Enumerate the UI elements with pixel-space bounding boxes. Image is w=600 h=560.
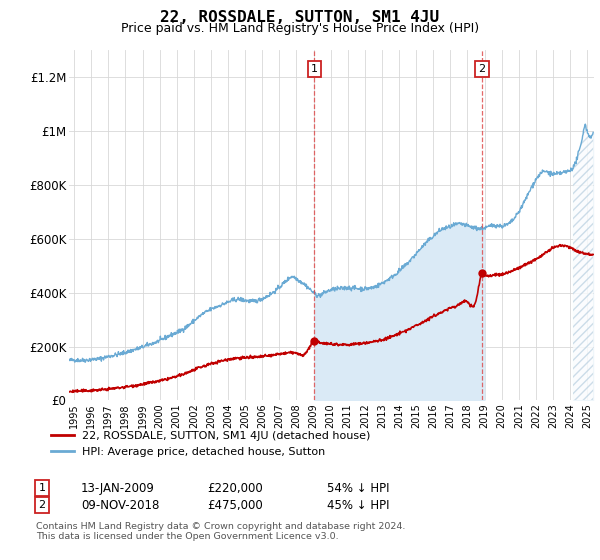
Text: 22, ROSSDALE, SUTTON, SM1 4JU: 22, ROSSDALE, SUTTON, SM1 4JU [160, 10, 440, 25]
Text: 1: 1 [311, 64, 318, 74]
Text: 45% ↓ HPI: 45% ↓ HPI [327, 498, 389, 512]
Text: 2: 2 [38, 500, 46, 510]
Text: 13-JAN-2009: 13-JAN-2009 [81, 482, 155, 495]
Text: 2: 2 [479, 64, 486, 74]
Text: £220,000: £220,000 [207, 482, 263, 495]
Text: Contains HM Land Registry data © Crown copyright and database right 2024.
This d: Contains HM Land Registry data © Crown c… [36, 522, 406, 542]
Text: 1: 1 [38, 483, 46, 493]
Text: Price paid vs. HM Land Registry's House Price Index (HPI): Price paid vs. HM Land Registry's House … [121, 22, 479, 35]
Text: £475,000: £475,000 [207, 498, 263, 512]
Text: 09-NOV-2018: 09-NOV-2018 [81, 498, 160, 512]
Legend: 22, ROSSDALE, SUTTON, SM1 4JU (detached house), HPI: Average price, detached hou: 22, ROSSDALE, SUTTON, SM1 4JU (detached … [47, 426, 375, 462]
Text: 54% ↓ HPI: 54% ↓ HPI [327, 482, 389, 495]
